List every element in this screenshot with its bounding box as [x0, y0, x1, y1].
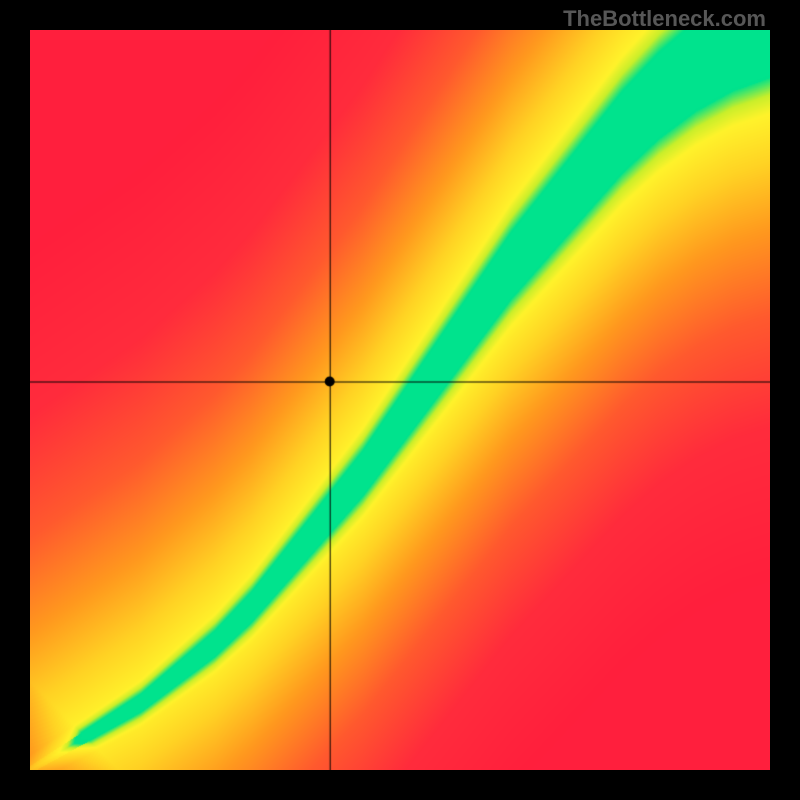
- chart-container: TheBottleneck.com: [0, 0, 800, 800]
- heatmap-canvas: [30, 30, 770, 770]
- watermark-text: TheBottleneck.com: [563, 6, 766, 32]
- bottleneck-heatmap: [30, 30, 770, 770]
